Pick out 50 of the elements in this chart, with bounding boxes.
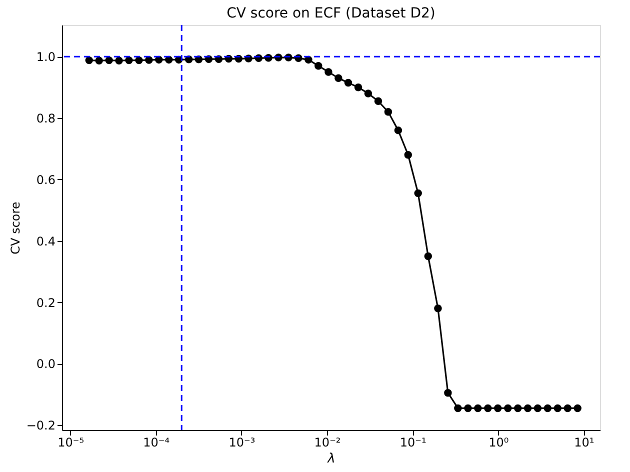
point bbox=[534, 404, 542, 412]
point bbox=[514, 404, 522, 412]
point bbox=[564, 404, 572, 412]
y-tick-label: 0.8 bbox=[36, 112, 56, 126]
point bbox=[364, 90, 372, 98]
x-tick-label: 10⁰ bbox=[488, 436, 509, 450]
point bbox=[324, 68, 332, 76]
point bbox=[404, 151, 412, 159]
y-tick-label: 0.2 bbox=[36, 296, 56, 310]
point bbox=[384, 108, 392, 116]
point bbox=[105, 56, 113, 64]
point bbox=[434, 304, 442, 312]
y-tick-label: 1.0 bbox=[36, 50, 56, 64]
point bbox=[424, 252, 432, 260]
point bbox=[554, 404, 562, 412]
x-tick-label: 10⁻¹ bbox=[400, 436, 426, 450]
y-tick-label: −0.2 bbox=[26, 418, 56, 433]
x-axis-title: λ bbox=[326, 452, 336, 466]
x-tick-label: 10⁻² bbox=[314, 436, 341, 450]
point bbox=[454, 404, 462, 412]
point bbox=[494, 404, 502, 412]
point bbox=[314, 62, 322, 70]
point bbox=[95, 56, 103, 64]
point bbox=[344, 78, 352, 87]
x-tick-label: 10⁻³ bbox=[228, 436, 256, 450]
x-tick-label: 10¹ bbox=[574, 436, 594, 450]
point bbox=[414, 189, 422, 198]
point bbox=[135, 56, 143, 64]
point bbox=[464, 404, 472, 412]
point bbox=[444, 388, 452, 397]
point bbox=[574, 404, 582, 412]
point bbox=[394, 126, 402, 134]
y-tick-label: 0.6 bbox=[36, 172, 56, 187]
y-tick-label: 0.4 bbox=[36, 234, 56, 248]
point bbox=[125, 56, 133, 64]
point bbox=[354, 83, 362, 92]
point bbox=[544, 404, 552, 412]
point bbox=[374, 97, 382, 106]
point bbox=[85, 56, 93, 64]
y-tick-label: 0.0 bbox=[36, 357, 56, 372]
x-tick-label: 10⁻⁵ bbox=[58, 436, 84, 450]
point bbox=[115, 56, 123, 64]
point bbox=[524, 404, 532, 412]
point bbox=[474, 404, 482, 412]
point bbox=[504, 404, 512, 412]
point bbox=[484, 404, 492, 412]
x-tick-label: 10⁻⁴ bbox=[143, 436, 170, 450]
point bbox=[334, 74, 342, 82]
chart-title: CV score on ECF (Dataset D2) bbox=[226, 5, 436, 22]
y-axis-title: CV score bbox=[8, 202, 22, 254]
